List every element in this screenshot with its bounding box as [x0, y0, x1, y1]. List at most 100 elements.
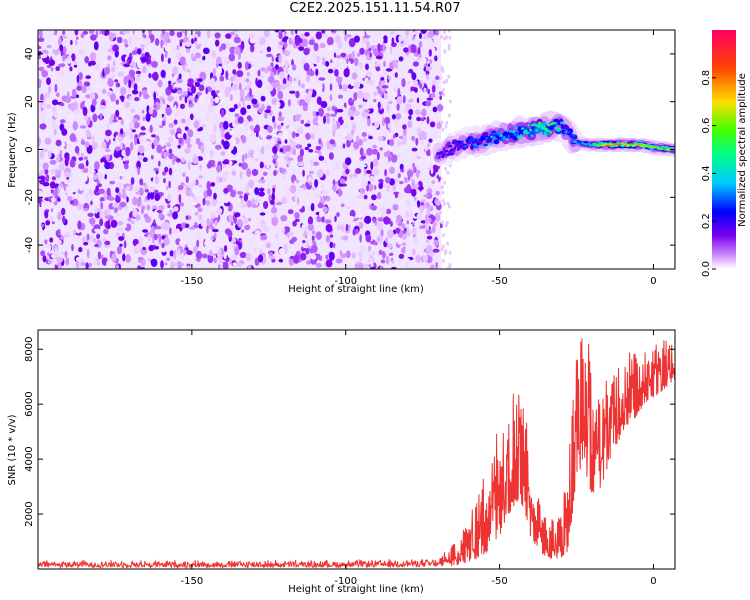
- noise-speckle: [289, 239, 295, 245]
- noise-speckle: [426, 235, 433, 240]
- noise-speckle: [398, 56, 404, 62]
- noise-speckle: [288, 215, 294, 222]
- noise-speckle: [330, 59, 333, 63]
- noise-speckle: [315, 145, 322, 151]
- noise-speckle: [188, 100, 192, 105]
- noise-speckle: [245, 127, 249, 132]
- noise-speckle: [378, 38, 384, 45]
- noise-speckle: [169, 250, 174, 257]
- noise-speckle: [375, 55, 383, 60]
- noise-speckle: [178, 202, 185, 207]
- noise-speckle: [125, 128, 130, 137]
- noise-speckle: [110, 161, 114, 170]
- noise-speckle: [446, 241, 450, 246]
- noise-speckle: [435, 200, 441, 206]
- noise-speckle: [347, 109, 354, 117]
- noise-speckle: [306, 74, 311, 83]
- signal-blob: [513, 133, 517, 136]
- noise-speckle: [149, 184, 155, 193]
- noise-speckle: [300, 33, 306, 39]
- noise-speckle: [356, 195, 364, 199]
- noise-speckle: [224, 228, 232, 235]
- signal-blob: [618, 143, 621, 146]
- noise-speckle: [365, 30, 373, 36]
- noise-speckle: [92, 113, 98, 123]
- noise-speckle: [222, 261, 229, 269]
- noise-speckle: [101, 58, 108, 68]
- noise-speckle: [252, 143, 258, 150]
- noise-speckle: [252, 204, 257, 208]
- noise-speckle: [84, 56, 89, 64]
- noise-speckle: [405, 103, 412, 110]
- noise-speckle: [95, 185, 99, 192]
- noise-speckle: [281, 197, 288, 205]
- noise-speckle: [173, 83, 178, 88]
- noise-speckle: [334, 69, 339, 77]
- noise-speckle: [113, 132, 117, 138]
- noise-speckle: [151, 60, 158, 68]
- noise-speckle: [425, 244, 433, 254]
- noise-speckle: [125, 146, 131, 157]
- noise-speckle: [425, 100, 432, 107]
- noise-speckle: [94, 243, 99, 248]
- noise-speckle: [136, 48, 142, 55]
- noise-speckle: [366, 169, 372, 175]
- noise-speckle: [414, 109, 421, 115]
- noise-speckle: [411, 188, 417, 197]
- noise-speckle: [119, 142, 123, 151]
- noise-speckle: [416, 97, 420, 104]
- noise-speckle: [312, 110, 317, 117]
- noise-speckle: [308, 149, 314, 153]
- noise-speckle: [344, 124, 349, 129]
- noise-speckle: [335, 258, 343, 264]
- noise-speckle: [51, 35, 58, 40]
- noise-speckle: [168, 123, 174, 128]
- noise-speckle: [409, 223, 413, 230]
- noise-speckle: [56, 154, 61, 163]
- noise-speckle: [223, 187, 229, 194]
- noise-speckle: [387, 123, 392, 129]
- noise-speckle: [300, 252, 307, 261]
- noise-speckle: [392, 134, 396, 139]
- noise-speckle: [216, 207, 223, 215]
- noise-speckle: [435, 261, 439, 269]
- noise-speckle: [234, 75, 240, 84]
- noise-speckle: [268, 251, 273, 256]
- noise-speckle: [264, 112, 268, 119]
- noise-speckle: [376, 191, 382, 200]
- noise-speckle: [365, 63, 369, 71]
- noise-speckle: [333, 52, 337, 58]
- snr-y-axis-label: SNR (10 * v/v): [7, 414, 18, 485]
- noise-speckle: [224, 55, 229, 65]
- noise-speckle: [367, 183, 374, 192]
- noise-speckle: [215, 39, 220, 47]
- noise-speckle: [353, 110, 361, 116]
- noise-speckle: [379, 265, 384, 269]
- signal-blob: [580, 142, 582, 144]
- noise-speckle: [246, 72, 250, 77]
- signal-blob: [604, 143, 608, 145]
- noise-speckle: [261, 168, 264, 174]
- noise-speckle: [141, 73, 147, 82]
- noise-speckle: [158, 192, 164, 197]
- noise-speckle: [247, 264, 252, 269]
- noise-speckle: [44, 188, 52, 196]
- noise-speckle: [80, 33, 85, 38]
- signal-blob: [460, 145, 463, 148]
- noise-speckle: [65, 230, 71, 240]
- signal-blob: [576, 143, 581, 145]
- noise-speckle: [61, 207, 66, 216]
- noise-speckle: [149, 230, 155, 238]
- noise-speckle: [337, 224, 343, 231]
- signal-blob: [569, 136, 572, 140]
- noise-speckle: [411, 179, 416, 189]
- noise-speckle: [207, 104, 215, 113]
- noise-speckle: [235, 153, 238, 157]
- noise-speckle: [294, 194, 298, 202]
- noise-speckle: [76, 85, 83, 91]
- noise-speckle: [228, 99, 232, 109]
- noise-speckle: [150, 182, 155, 187]
- signal-blob: [502, 136, 506, 139]
- noise-speckle: [410, 30, 414, 38]
- signal-blob: [584, 144, 587, 146]
